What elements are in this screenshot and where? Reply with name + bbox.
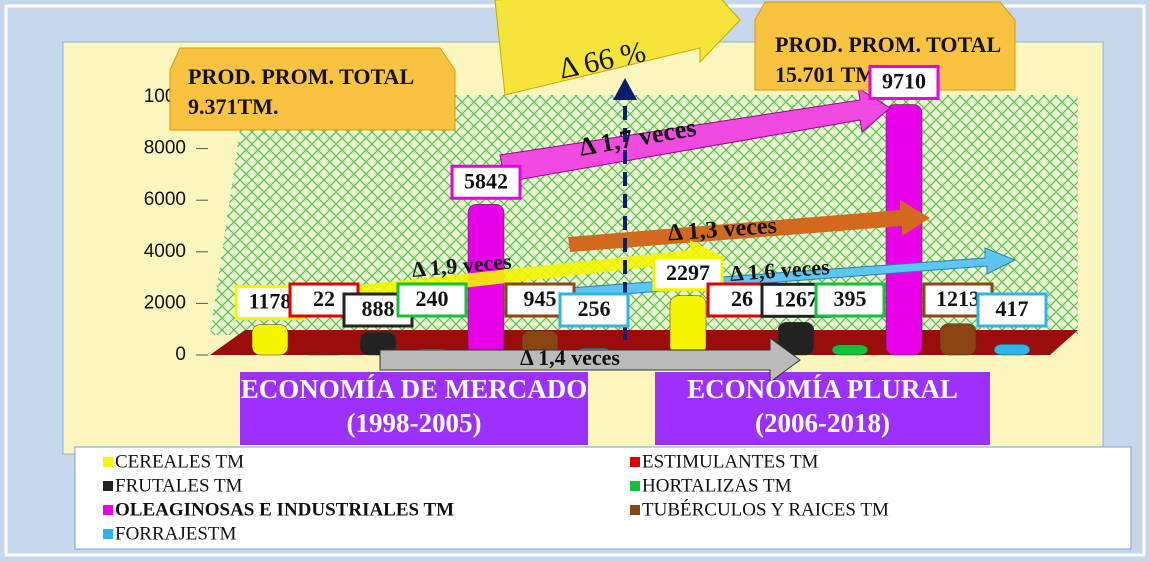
bar bbox=[305, 354, 343, 356]
callout bbox=[754, 1, 1016, 91]
legend-label: CEREALES TM bbox=[115, 451, 244, 472]
bar bbox=[777, 322, 815, 356]
value-label-box bbox=[558, 292, 630, 328]
value-label-box bbox=[814, 282, 886, 318]
callout-label: PROD. PROM. TOTAL 15.701 TM. bbox=[775, 32, 1000, 87]
value-label: 2297 bbox=[666, 260, 710, 285]
category-label-wrap: ECONOMÍA DE MERCADO (1998-2005) bbox=[240, 374, 588, 438]
value-label: 417 bbox=[996, 296, 1029, 321]
y-tick-label: 6000 bbox=[144, 189, 186, 210]
legend-label: HORTALIZAS TM bbox=[642, 475, 792, 496]
legend-label: TUBÉRCULOS Y RAICES TM bbox=[642, 498, 889, 520]
arrow-head bbox=[613, 78, 637, 100]
value-label: 5842 bbox=[464, 168, 508, 193]
category-label-wrap: ECONOMÍA PLURAL (2006-2018) bbox=[687, 374, 958, 438]
value-label: 9710 bbox=[882, 69, 926, 94]
value-label: 240 bbox=[416, 286, 449, 311]
value-label: 888 bbox=[362, 296, 395, 321]
legend-label: FRUTALES TM bbox=[115, 475, 243, 496]
legend-label: FORRAJESTM bbox=[115, 523, 237, 544]
legend-swatch bbox=[630, 505, 640, 515]
value-label-box bbox=[976, 292, 1048, 328]
callout-text: PROD. PROM. TOTAL 15.701 TM. bbox=[775, 32, 1000, 87]
legend-swatch bbox=[103, 481, 113, 491]
value-label: 395 bbox=[834, 286, 867, 311]
legend-label: ESTIMULANTES TM bbox=[642, 451, 819, 472]
value-label: 945 bbox=[524, 286, 557, 311]
arrow bbox=[494, 0, 741, 96]
legend-swatch bbox=[630, 457, 640, 467]
bar bbox=[251, 324, 289, 356]
arrow bbox=[568, 200, 930, 252]
arrow bbox=[499, 86, 891, 183]
legend-swatch bbox=[630, 481, 640, 491]
y-tick-label: 8000 bbox=[144, 138, 186, 159]
y-tick-label: 0 bbox=[175, 344, 186, 365]
category-box bbox=[655, 372, 990, 445]
callout bbox=[169, 47, 456, 131]
value-label: 256 bbox=[578, 296, 611, 321]
category-box bbox=[240, 372, 588, 445]
bar bbox=[359, 331, 397, 356]
value-label: 1178 bbox=[249, 289, 292, 314]
arrow bbox=[379, 337, 801, 383]
y-tick-label: 2000 bbox=[144, 292, 186, 313]
bar bbox=[993, 343, 1031, 356]
legend bbox=[74, 446, 1132, 550]
y-tick-label: 4000 bbox=[144, 241, 186, 262]
value-label: 1267 bbox=[774, 286, 818, 311]
bar bbox=[669, 295, 707, 356]
callout-label: PROD. PROM. TOTAL 9.371TM. bbox=[188, 64, 413, 119]
value-label-box bbox=[450, 164, 522, 200]
legend-swatch bbox=[103, 457, 113, 467]
x-tick-label: ECONOMÍA PLURAL (2006-2018) bbox=[687, 374, 958, 438]
bar bbox=[831, 344, 869, 356]
bar bbox=[939, 323, 977, 356]
value-label-box bbox=[868, 64, 940, 100]
value-label: 1213 bbox=[936, 286, 980, 311]
annotation: Δ 1,4 veces bbox=[520, 345, 620, 370]
value-label: 22 bbox=[313, 286, 335, 311]
legend-swatch bbox=[103, 505, 113, 515]
value-label: 26 bbox=[731, 286, 753, 311]
legend-label: OLEAGINOSAS E INDUSTRIALES TM bbox=[115, 499, 454, 520]
value-label-box bbox=[396, 282, 468, 318]
legend-swatch bbox=[103, 529, 113, 539]
x-tick-label: ECONOMÍA DE MERCADO (1998-2005) bbox=[240, 374, 588, 438]
callout-text: PROD. PROM. TOTAL 9.371TM. bbox=[188, 64, 413, 119]
